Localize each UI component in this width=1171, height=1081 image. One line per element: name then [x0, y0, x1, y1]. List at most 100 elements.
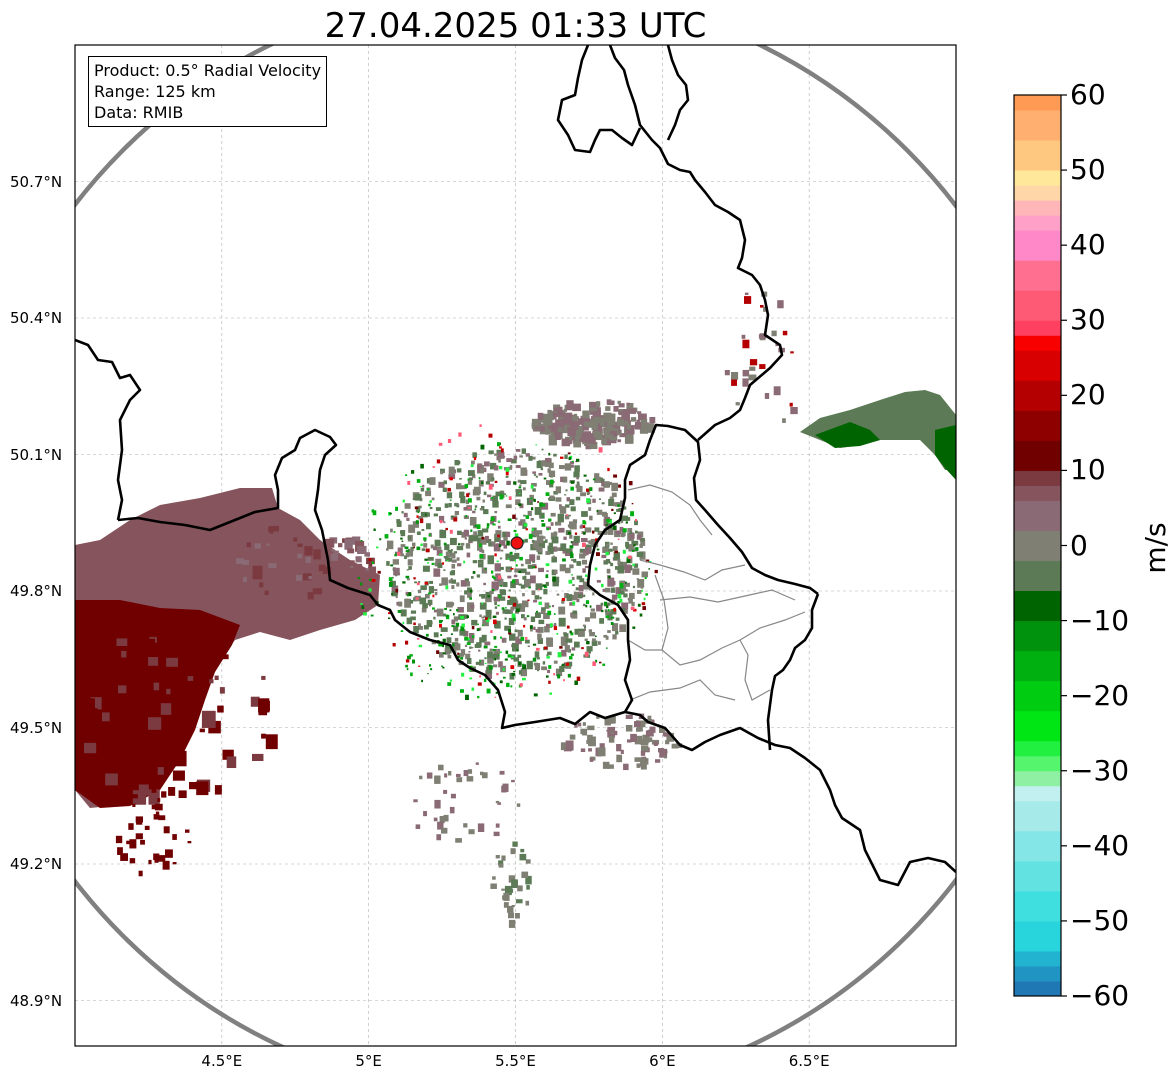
echo-cell	[406, 617, 413, 625]
echo-cell	[582, 731, 588, 736]
echo-cell	[117, 850, 121, 855]
echo-cell	[463, 770, 469, 777]
echo-cell	[372, 510, 377, 516]
echo-cell	[585, 604, 588, 608]
echo-cell	[560, 424, 570, 434]
country-borders	[75, 45, 956, 887]
echo-cell	[421, 529, 425, 531]
echo-cell	[526, 615, 530, 618]
echo-cell	[571, 574, 573, 576]
echo-cell	[526, 660, 533, 670]
echo-cell	[505, 531, 511, 538]
echo-cell	[598, 447, 603, 453]
echo-cell	[619, 588, 625, 595]
echo-cell	[549, 692, 553, 695]
echo-cell	[557, 513, 564, 523]
echo-cell	[624, 564, 631, 574]
echo-cell	[174, 667, 181, 672]
map-title: 27.04.2025 01:33 UTC	[324, 6, 707, 46]
echo-cell	[485, 591, 491, 599]
echo-cell	[395, 588, 399, 593]
echo-cell	[619, 626, 623, 629]
echo-cell	[637, 590, 642, 594]
echo-cell	[605, 551, 609, 556]
echo-cell	[423, 625, 429, 630]
colorbar-bin	[1014, 680, 1061, 712]
echo-cell	[443, 542, 447, 546]
echo-cell	[764, 393, 770, 399]
colorbar-bin	[1014, 860, 1061, 892]
echo-cell	[419, 486, 422, 488]
echo-cell	[561, 599, 565, 604]
echo-cell	[135, 655, 149, 668]
echo-cell	[653, 741, 658, 746]
echo-cell	[454, 460, 460, 466]
echo-cell	[588, 437, 596, 445]
echo-cell	[628, 408, 637, 414]
echo-cell	[391, 593, 394, 595]
echo-cell	[416, 582, 420, 586]
echo-cell	[571, 612, 578, 619]
echo-cell	[519, 604, 526, 612]
echo-cell	[454, 637, 459, 642]
echo-cell	[331, 549, 335, 552]
echo-cell	[491, 570, 494, 574]
echo-cell	[606, 568, 611, 574]
echo-cell	[431, 640, 437, 645]
echo-cell	[514, 568, 521, 573]
echo-cell	[456, 608, 459, 612]
echo-cell	[482, 619, 489, 627]
echo-cell	[518, 583, 522, 586]
echo-cell	[539, 419, 545, 423]
echo-cell	[481, 536, 485, 540]
echo-cell	[533, 626, 536, 630]
echo-cell	[508, 618, 515, 626]
colorbar-bin	[1014, 290, 1061, 321]
echo-cell	[402, 499, 405, 503]
echo-cell	[481, 616, 485, 619]
echo-cell	[614, 550, 619, 554]
echo-cell	[510, 581, 516, 589]
echo-cell	[480, 771, 484, 776]
echo-cell	[595, 635, 597, 638]
echo-cell	[470, 529, 473, 532]
echo-cell	[530, 575, 536, 584]
echo-cell	[477, 469, 480, 473]
echo-cell	[438, 442, 443, 446]
echo-cell	[497, 802, 502, 805]
echo-cell	[564, 494, 567, 496]
echo-cell	[440, 620, 443, 622]
echo-cell	[395, 595, 398, 599]
colorbar-bin	[1014, 965, 1061, 982]
echo-cell	[542, 584, 546, 587]
echo-cell	[549, 495, 555, 500]
echo-cell	[444, 607, 447, 610]
echo-cell	[604, 426, 614, 438]
echo-cell	[518, 570, 522, 574]
echo-cell	[569, 534, 573, 539]
echo-cell	[568, 457, 572, 460]
echo-cell	[659, 727, 666, 733]
echo-cell	[511, 613, 516, 619]
echo-cell	[605, 610, 612, 616]
longitude-tick-label: 6°E	[649, 1052, 676, 1070]
echo-cell	[625, 589, 628, 592]
echo-cell	[536, 461, 543, 469]
echo-cell	[443, 789, 448, 794]
echo-cell	[610, 622, 614, 625]
echo-cell	[493, 544, 501, 552]
echo-cell	[479, 614, 482, 618]
echo-cell	[610, 609, 617, 615]
echo-cell	[579, 548, 586, 553]
echo-cell	[525, 637, 528, 640]
echo-cell	[663, 732, 669, 737]
echo-cell	[446, 637, 452, 644]
echo-cell	[384, 534, 389, 539]
echo-cell	[138, 870, 143, 877]
colorbar-tick-label: −10	[1070, 603, 1130, 637]
echo-cell	[612, 525, 617, 530]
echo-cell	[451, 516, 454, 518]
echo-cell	[478, 649, 481, 652]
echo-cell	[641, 571, 649, 578]
echo-cell	[546, 638, 554, 647]
